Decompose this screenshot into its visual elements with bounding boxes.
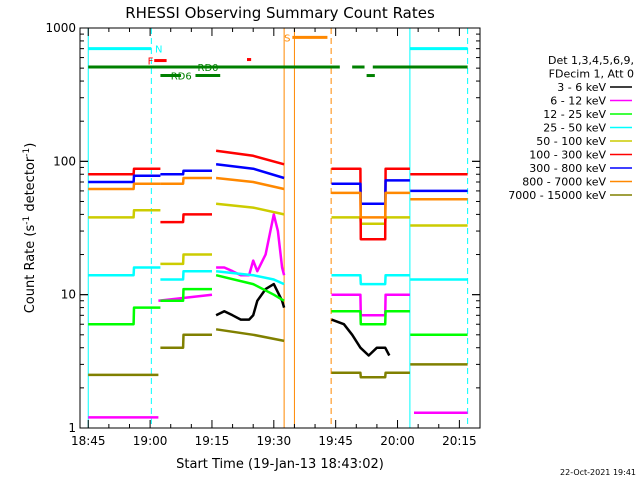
series-line [331, 293, 410, 317]
x-tick-label: 19:15 [195, 434, 230, 448]
y-axis-label-exponent: -1 [22, 216, 32, 225]
legend-entry-label: 6 - 12 keV [550, 95, 606, 108]
y-axis-label: Count Rate (s-1 detector-1) [22, 143, 38, 314]
plot-area: NF S RD0 RD6 [87, 28, 469, 428]
series-line [160, 253, 212, 266]
chart-title: RHESSI Observing Summary Count Rates [125, 4, 435, 22]
series-line [215, 202, 285, 216]
series-line [160, 287, 212, 303]
x-axis: 18:45 19:00 19:15 19:30 19:45 20:00 20:15 [71, 28, 481, 448]
legend-entry-label: 25 - 50 keV [543, 122, 606, 135]
x-tick-label: 19:00 [133, 434, 168, 448]
series-line [88, 208, 161, 219]
series-line [88, 266, 161, 277]
legend-entry-label: 300 - 800 keV [529, 162, 606, 175]
y-axis-label-part: ) [23, 143, 38, 148]
flag-label: RD6 [171, 72, 192, 83]
series-line [160, 269, 212, 281]
series-line [215, 149, 285, 166]
x-tick-label: 19:30 [257, 434, 292, 448]
timestamp: 22-Oct-2021 19:41 [560, 468, 636, 477]
y-tick-label: 1000 [45, 21, 76, 35]
series-line [331, 191, 410, 219]
series-line [331, 273, 410, 286]
y-axis-label-part: detector [23, 156, 38, 216]
y-axis-label-exponent: -1 [22, 148, 32, 157]
legend: Det 1,3,4,5,6,9,FDecim 1, Att 03 - 6 keV… [508, 54, 634, 202]
series-line [160, 213, 212, 224]
series-line [331, 216, 410, 226]
series-line [160, 176, 212, 185]
series-line [88, 182, 161, 191]
legend-header: FDecim 1, Att 0 [549, 68, 634, 81]
series-line [216, 213, 286, 277]
x-axis-label: Start Time (19-Jan-13 18:43:02) [176, 457, 384, 472]
flag-label: F [148, 57, 154, 68]
series-line [215, 176, 285, 191]
y-tick-label: 100 [53, 154, 76, 168]
x-tick-label: 18:45 [71, 434, 106, 448]
series-line [331, 179, 410, 206]
series-line [88, 167, 161, 176]
y-axis: 1 10 100 1000 [45, 21, 480, 435]
series-line [160, 333, 212, 349]
y-axis-label-part: Count Rate (s [23, 225, 38, 314]
series-line [215, 328, 285, 343]
legend-entry-label: 800 - 7000 keV [522, 176, 606, 189]
series-line [331, 371, 410, 379]
plot-frame [79, 27, 481, 429]
series-line [215, 163, 285, 180]
legend-header: Det 1,3,4,5,6,9, [548, 54, 634, 67]
series-line [215, 269, 285, 286]
y-tick-label: 10 [61, 288, 76, 302]
legend-entry-label: 50 - 100 keV [536, 135, 606, 148]
x-tick-label: 20:00 [380, 434, 415, 448]
series-line [215, 273, 285, 302]
x-tick-label: 19:45 [318, 434, 353, 448]
legend-entry-label: 100 - 300 keV [529, 149, 606, 162]
series-line [215, 282, 286, 321]
legend-entry-label: 3 - 6 keV [557, 81, 606, 94]
series-line [160, 169, 212, 176]
flag-label: N [155, 45, 162, 56]
series-line [331, 310, 410, 326]
legend-entry-label: 12 - 25 keV [543, 108, 606, 121]
legend-entry-label: 7000 - 15000 keV [508, 189, 606, 202]
series-line [331, 167, 410, 241]
flag-label: RD0 [198, 63, 219, 74]
flag-label: S [284, 33, 290, 44]
series-line [88, 174, 161, 184]
y-tick-label: 1 [68, 421, 76, 435]
series-line [88, 306, 161, 326]
x-tick-label: 20:15 [442, 434, 477, 448]
series-line [331, 318, 391, 357]
